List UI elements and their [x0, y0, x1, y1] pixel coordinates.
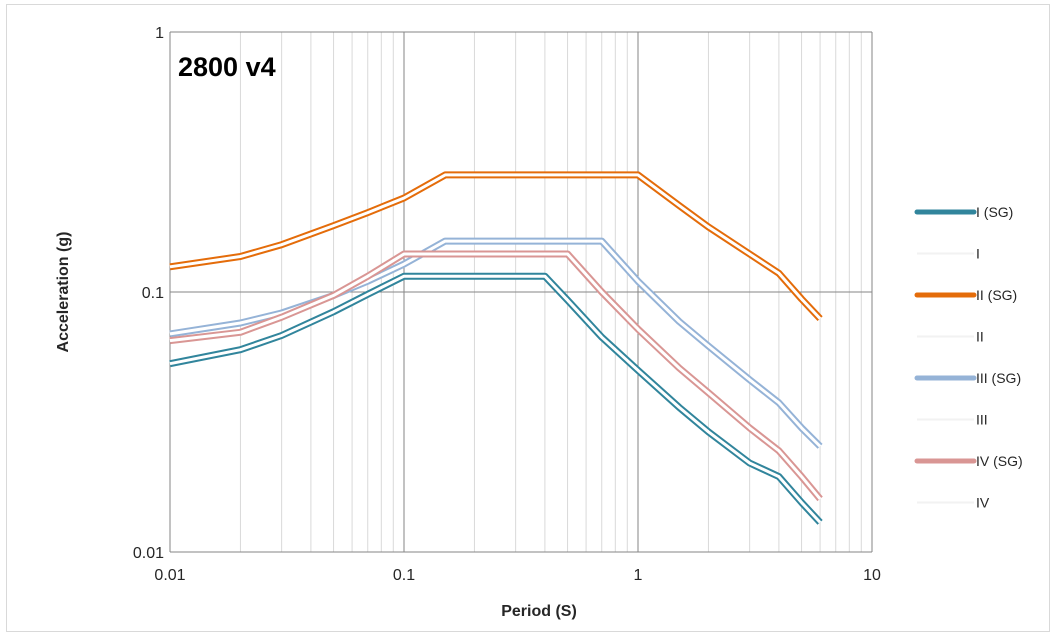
legend-label-iv-sg: IV (SG)	[976, 453, 1023, 469]
y-tick-label: 1	[155, 25, 164, 42]
series-line-core-i-sg	[169, 274, 822, 524]
legend-label-iii: III	[976, 412, 988, 428]
x-tick-label: 0.1	[393, 567, 415, 584]
series-line-ii-sg	[169, 171, 823, 322]
legend-label-ii: II	[976, 329, 984, 345]
major-gridlines	[169, 31, 873, 553]
legend-label-ii-sg: II (SG)	[976, 287, 1017, 303]
x-tick-label: 1	[634, 567, 643, 584]
chart-frame	[6, 4, 1050, 632]
x-axis-title: Period (S)	[501, 603, 577, 620]
tick-labels: 0.01 0.1 1 10 0.01 0.1 1	[133, 25, 881, 584]
series-layer	[169, 171, 823, 525]
chart-title: 2800 v4	[178, 52, 276, 82]
legend-label-iv: IV	[976, 495, 990, 511]
y-tick-label: 0.01	[133, 545, 164, 562]
y-axis-title: Acceleration (g)	[55, 232, 72, 353]
legend-label-i: I	[976, 246, 980, 262]
legend-label-iii-sg: III (SG)	[976, 370, 1021, 386]
x-tick-label: 10	[863, 567, 881, 584]
series-line-core-ii-sg	[169, 173, 822, 320]
series-line-iv-sg	[169, 250, 823, 502]
legend-label-i-sg: I (SG)	[976, 204, 1013, 220]
y-tick-label: 0.1	[142, 285, 164, 302]
x-tick-label: 0.01	[154, 567, 185, 584]
series-line-core-iv-sg	[169, 252, 822, 500]
